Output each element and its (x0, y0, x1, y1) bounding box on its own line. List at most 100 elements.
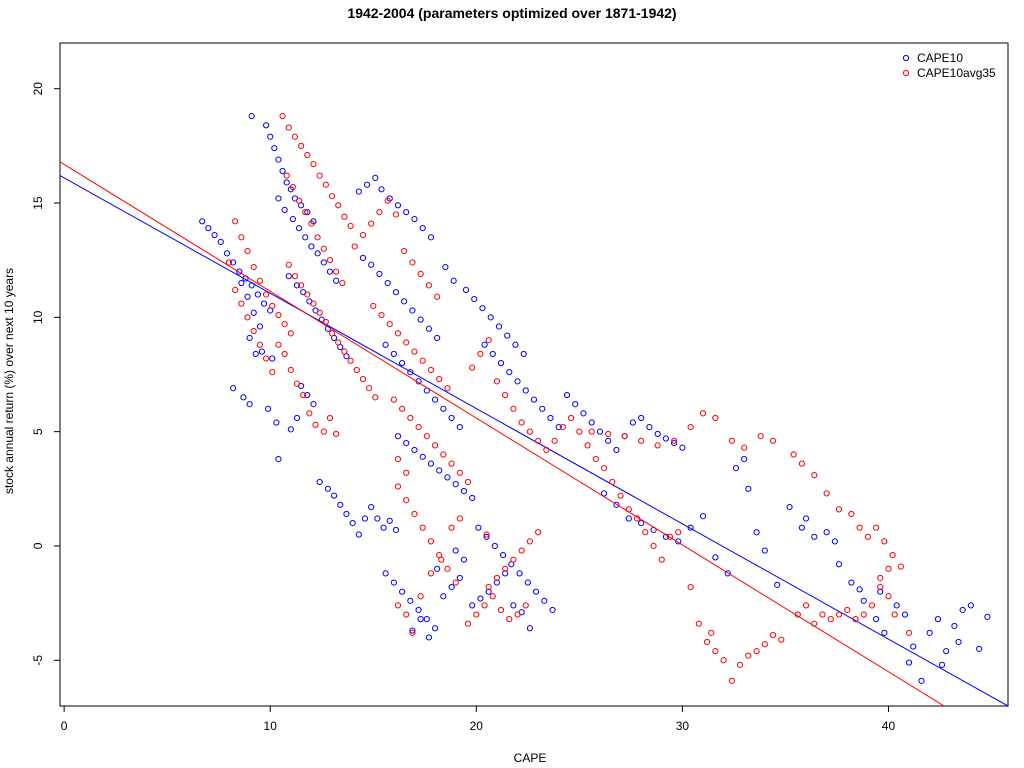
data-point (491, 542, 498, 550)
data-point (819, 611, 826, 618)
data-point (699, 513, 707, 520)
data-point (499, 552, 507, 559)
data-point (456, 574, 463, 582)
data-point (378, 186, 385, 193)
data-point (407, 414, 414, 422)
data-point (708, 629, 715, 636)
data-point (504, 332, 511, 339)
data-point (778, 636, 785, 643)
data-point (535, 529, 542, 536)
data-point (244, 314, 251, 321)
data-point (757, 433, 764, 440)
data-point (314, 250, 321, 257)
data-point (567, 414, 575, 422)
data-point (712, 554, 719, 561)
data-point (638, 520, 645, 527)
data-point (475, 524, 482, 531)
data-point (403, 611, 410, 618)
data-point (271, 145, 278, 152)
data-point (877, 584, 884, 591)
data-point (273, 419, 280, 426)
data-point (625, 515, 632, 522)
data-point (295, 197, 303, 204)
data-point (403, 339, 410, 346)
data-point (495, 323, 503, 330)
data-point (621, 433, 628, 440)
data-point (440, 593, 447, 600)
data-point (483, 531, 490, 538)
data-point (415, 606, 422, 614)
data-point (390, 579, 397, 586)
data-point (671, 439, 678, 447)
data-point (489, 593, 496, 600)
data-point (460, 487, 468, 495)
data-point (530, 396, 538, 403)
data-point (976, 645, 983, 652)
data-point (252, 350, 259, 358)
data-point (518, 547, 525, 554)
x-axis-label: CAPE (514, 751, 547, 765)
data-point (382, 341, 389, 348)
chart-title: 1942-2004 (parameters optimized over 187… (347, 5, 676, 21)
data-point (605, 437, 612, 444)
data-point (368, 261, 375, 268)
data-point (285, 261, 292, 268)
data-point (392, 289, 400, 296)
data-point (516, 570, 523, 577)
data-point (761, 641, 768, 648)
data-point (881, 629, 888, 636)
data-point (254, 291, 261, 298)
data-point (510, 556, 517, 563)
data-point (376, 209, 383, 216)
x-tick-label: 20 (470, 719, 484, 733)
data-point (199, 218, 206, 225)
legend-label: CAPE10avg35 (917, 66, 996, 80)
data-point (394, 602, 402, 609)
data-point (460, 556, 468, 563)
data-point (452, 481, 459, 488)
data-point (497, 606, 505, 614)
data-point (419, 524, 426, 531)
data-point (419, 453, 426, 460)
data-point (425, 634, 432, 641)
data-point (386, 517, 393, 524)
data-point (415, 423, 422, 431)
data-point (411, 510, 418, 518)
data-point (279, 113, 286, 120)
data-point (275, 156, 282, 163)
data-point (440, 405, 447, 412)
data-point (835, 611, 843, 618)
data-point (638, 437, 645, 444)
data-point (260, 300, 268, 307)
data-point (223, 250, 231, 257)
data-point (502, 570, 509, 577)
data-point (384, 197, 391, 204)
data-point (419, 357, 426, 364)
data-point (609, 478, 616, 486)
x-axis: 0 10 20 30 40 (61, 706, 895, 733)
data-point (485, 337, 492, 344)
data-point (526, 428, 533, 435)
y-tick-label: 15 (31, 196, 45, 210)
data-point (897, 563, 904, 570)
data-point (326, 268, 334, 275)
data-point (592, 455, 599, 463)
y-axis: -5 0 5 10 15 20 (31, 82, 60, 666)
data-point (269, 355, 276, 362)
data-point (918, 677, 925, 684)
data-point (394, 433, 402, 440)
regression-line (60, 175, 1008, 706)
data-point (753, 648, 760, 655)
data-point (394, 455, 402, 463)
data-point (326, 414, 334, 422)
data-point (605, 430, 612, 438)
data-point (798, 524, 806, 531)
data-point (860, 611, 867, 618)
data-point (436, 375, 443, 383)
data-point (456, 515, 463, 522)
data-point (401, 247, 408, 255)
data-point (448, 584, 455, 591)
data-point (399, 588, 406, 595)
data-point (477, 595, 484, 602)
data-point (469, 602, 476, 609)
